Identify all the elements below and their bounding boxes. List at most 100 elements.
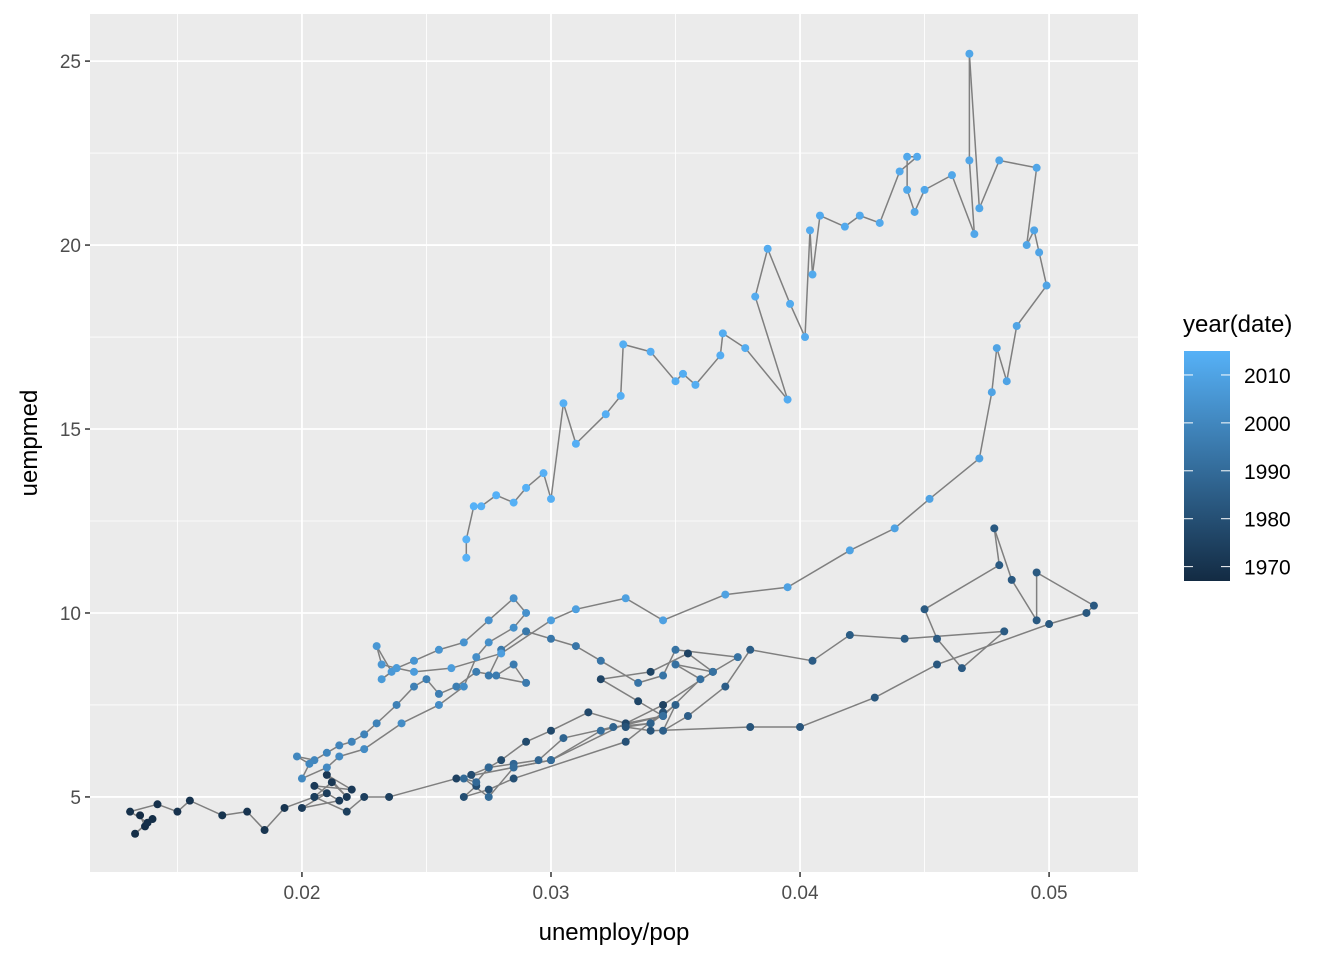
path-segment: [264, 807, 286, 831]
data-point: [484, 671, 493, 680]
legend-colorbar: [1184, 351, 1230, 581]
data-point: [522, 678, 531, 687]
data-point: [900, 634, 909, 643]
data-point: [310, 792, 319, 801]
data-point: [484, 616, 493, 625]
path-segment: [804, 230, 811, 338]
path-segment: [754, 248, 769, 297]
data-point: [957, 664, 966, 673]
data-point: [297, 803, 306, 812]
path-segment: [849, 634, 905, 640]
data-point: [546, 616, 555, 625]
data-point: [360, 730, 369, 739]
path-segment: [712, 656, 739, 673]
data-point: [903, 152, 912, 161]
data-point: [472, 667, 481, 676]
data-point: [559, 734, 568, 743]
y-axis-title: uempmed: [16, 390, 43, 497]
data-point: [1032, 163, 1041, 172]
path-segment: [513, 741, 626, 780]
x-axis: 0.02 0.03 0.04 0.05: [283, 872, 1068, 904]
data-point: [452, 774, 461, 783]
path-segment: [1036, 571, 1095, 607]
data-point: [126, 807, 135, 816]
data-point: [310, 781, 319, 790]
data-point: [131, 829, 140, 838]
path-segment: [766, 248, 791, 305]
y-tick-label: 15: [60, 420, 81, 441]
data-point: [634, 697, 643, 706]
path-segment: [1006, 325, 1018, 382]
data-point: [509, 594, 518, 603]
path-segment: [675, 663, 714, 673]
path-segment: [500, 630, 527, 651]
path-segment: [662, 715, 689, 732]
data-point: [410, 667, 419, 676]
path-segment: [1038, 252, 1048, 286]
data-point: [484, 785, 493, 794]
path-segment: [968, 53, 981, 209]
data-point: [634, 678, 643, 687]
data-point: [509, 623, 518, 632]
data-point: [619, 340, 628, 349]
data-point: [659, 616, 668, 625]
data-point: [322, 770, 331, 779]
data-point: [815, 211, 824, 220]
path-segment: [694, 354, 721, 386]
data-point: [434, 700, 443, 709]
path-segment: [488, 763, 514, 769]
path-segment: [662, 678, 701, 717]
data-point: [678, 369, 687, 378]
y-tick-label: 5: [70, 788, 81, 809]
data-point: [621, 594, 630, 603]
data-point: [509, 763, 518, 772]
data-point: [621, 723, 630, 732]
data-point: [397, 719, 406, 728]
data-point: [1032, 616, 1041, 625]
data-point: [243, 807, 252, 816]
data-point: [910, 207, 919, 216]
path-segment: [413, 667, 452, 673]
path-segment: [799, 696, 876, 728]
legend-title: year(date): [1183, 311, 1292, 338]
data-point: [659, 700, 668, 709]
path-segment: [725, 586, 788, 596]
gridlines: [90, 14, 1138, 872]
legend-label: 1980: [1244, 509, 1291, 532]
data-point: [671, 377, 680, 386]
data-point: [965, 49, 974, 58]
data-point: [596, 726, 605, 735]
data-point: [410, 656, 419, 665]
path-segment: [754, 296, 789, 400]
data-point: [469, 502, 478, 511]
data-point: [462, 535, 471, 544]
data-point: [933, 634, 942, 643]
data-point: [280, 803, 289, 812]
data-point: [459, 638, 468, 647]
data-point: [377, 660, 386, 669]
x-tick-label: 0.02: [283, 883, 320, 904]
path-segment: [488, 597, 515, 621]
path-segment: [913, 189, 926, 213]
path-segment: [978, 160, 1000, 209]
path-segment: [687, 685, 726, 717]
y-tick-label: 10: [60, 604, 81, 625]
path-segment: [550, 638, 577, 647]
data-point: [925, 494, 934, 503]
data-point: [806, 226, 815, 235]
path-segment: [978, 392, 993, 459]
plot-panel: [90, 14, 1138, 872]
data-point: [683, 712, 692, 720]
data-point: [840, 222, 849, 231]
path-segment: [538, 737, 564, 761]
data-point: [434, 689, 443, 698]
data-point: [539, 469, 548, 478]
data-point: [459, 792, 468, 801]
path-segment: [999, 159, 1037, 169]
path-segment: [968, 160, 976, 235]
path-segment: [376, 704, 398, 724]
data-point: [459, 682, 468, 691]
path-segment: [662, 704, 677, 732]
data-point: [584, 708, 593, 717]
